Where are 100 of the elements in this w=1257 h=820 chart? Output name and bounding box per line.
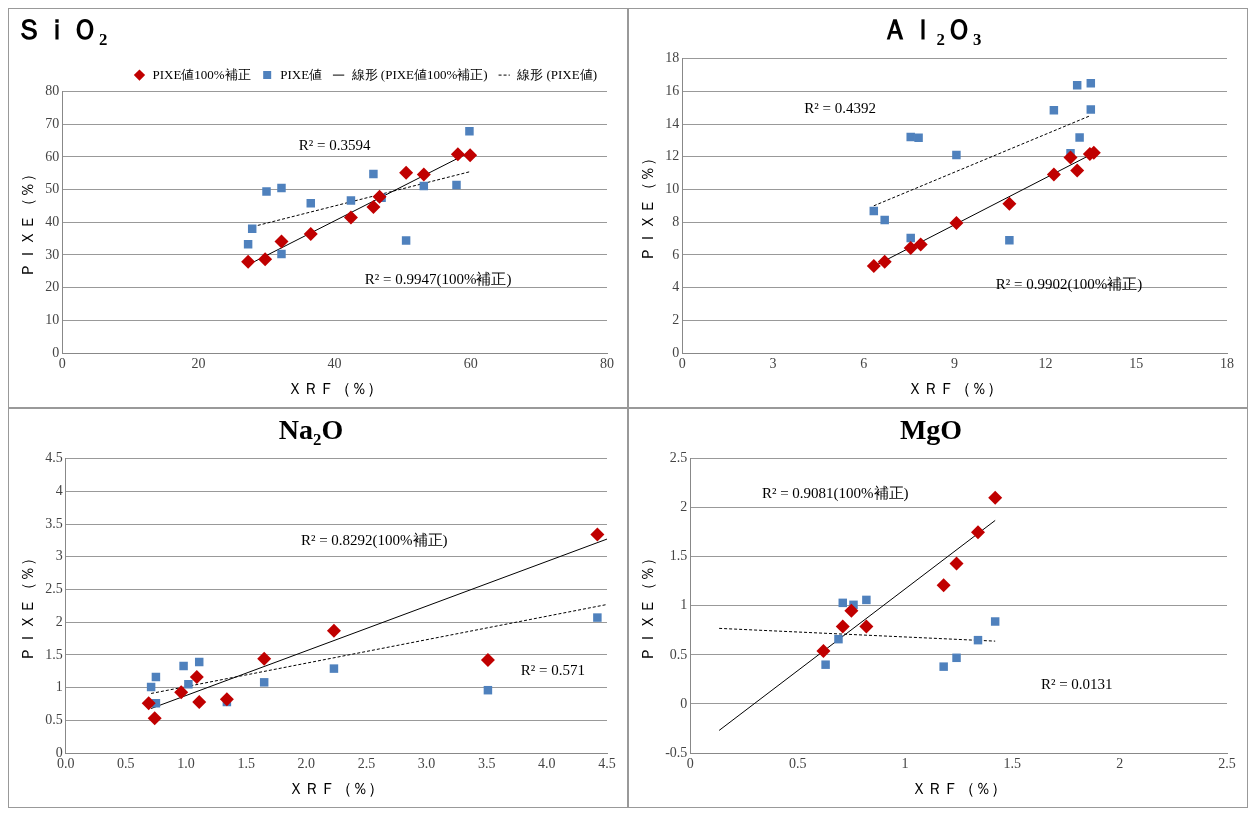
y-tick-label: 2.5 xyxy=(45,581,63,597)
y-tick-label: 1.5 xyxy=(669,548,688,564)
y-tick-label: 3.5 xyxy=(45,515,63,531)
x-tick-label: 0.0 xyxy=(56,756,75,772)
x-tick-label: 1.5 xyxy=(237,756,255,772)
point xyxy=(1070,163,1085,178)
x-tick-label: 15 xyxy=(1129,356,1144,372)
point xyxy=(306,199,316,208)
y-tick-label: 14 xyxy=(665,115,680,131)
point xyxy=(1075,133,1084,142)
point xyxy=(259,678,269,687)
point xyxy=(903,241,918,255)
x-tick-label: 18 xyxy=(1220,356,1234,372)
point xyxy=(258,252,273,267)
x-tick-label: 12 xyxy=(1038,356,1053,372)
y-tick-label: 18 xyxy=(665,50,680,66)
point xyxy=(1072,81,1082,90)
x-tick-label: 6 xyxy=(860,356,868,372)
y-tick-label: 2 xyxy=(672,311,680,327)
chart-title: Na₂O xyxy=(278,414,344,446)
y-tick-label: 8 xyxy=(672,213,680,229)
point xyxy=(274,234,289,249)
point xyxy=(343,210,358,225)
point xyxy=(971,525,985,540)
x-tick-label: 1.0 xyxy=(177,756,195,772)
x-tick-label: 80 xyxy=(600,356,614,372)
point xyxy=(399,165,414,180)
point xyxy=(949,215,964,230)
point xyxy=(141,696,156,711)
y-tick-label: 4.5 xyxy=(45,450,63,466)
point xyxy=(463,148,478,163)
point xyxy=(952,653,961,663)
x-tick-label: 2.5 xyxy=(1218,756,1236,772)
x-tick-label: 2.0 xyxy=(297,756,316,772)
point xyxy=(906,233,915,243)
y-tick-label: 4 xyxy=(672,279,680,295)
y-tick-label: 6 xyxy=(672,246,680,262)
y-tick-label: 20 xyxy=(45,279,60,295)
point xyxy=(372,189,387,204)
point xyxy=(936,578,951,593)
point xyxy=(369,169,378,179)
y-tick-label: 2.5 xyxy=(669,450,688,466)
y-tick-label: 2 xyxy=(55,613,63,629)
x-tick-label: 4.0 xyxy=(538,756,556,772)
point xyxy=(590,527,605,542)
legend-label: PIXE値 xyxy=(280,66,323,82)
point xyxy=(952,150,961,160)
point xyxy=(821,660,830,669)
legend-label: 線形 (PIXE値) xyxy=(516,66,597,82)
y-tick-label: 40 xyxy=(45,213,60,229)
y-tick-label: 50 xyxy=(45,181,60,197)
chart-title: ＳｉＯ₂ xyxy=(15,14,108,46)
y-tick-label: 16 xyxy=(665,82,680,98)
point xyxy=(1086,105,1096,114)
y-tick-label: 10 xyxy=(665,181,680,197)
annotation: R² = 0.4392 xyxy=(804,99,877,116)
y-axis-title: ＰＩＸＥ（％） xyxy=(18,166,36,279)
annotation: R² = 0.9081(100%補正) xyxy=(761,484,909,502)
point xyxy=(1063,150,1078,165)
point xyxy=(189,670,204,685)
point xyxy=(1046,167,1061,182)
point xyxy=(990,617,1000,626)
y-tick-label: 1 xyxy=(55,679,63,695)
y-tick-label: 4 xyxy=(55,482,63,498)
point xyxy=(452,180,461,190)
point xyxy=(277,183,286,193)
point xyxy=(988,490,1003,505)
x-tick-label: 0.5 xyxy=(788,756,807,772)
annotation: R² = 0.0131 xyxy=(1040,676,1113,693)
point xyxy=(277,249,286,259)
x-tick-label: 3 xyxy=(769,356,777,372)
annotation: R² = 0.9902(100%補正) xyxy=(995,276,1143,294)
legend-label: PIXE値100%補正 xyxy=(152,66,251,82)
x-tick-label: 4.5 xyxy=(598,756,616,772)
y-tick-label: 70 xyxy=(45,115,60,131)
x-tick-label: 20 xyxy=(191,356,206,372)
annotation: R² = 0.8292(100%補正) xyxy=(300,531,448,549)
chart-title: MgO xyxy=(899,414,963,446)
point xyxy=(303,227,318,242)
point xyxy=(179,661,188,671)
y-axis-title: ＰＩＸＥ（％） xyxy=(638,549,656,662)
y-tick-label: 0 xyxy=(680,695,688,711)
x-tick-label: 2.5 xyxy=(357,756,376,772)
y-axis-title: ＰＩＸＥ（％） xyxy=(18,549,36,662)
point xyxy=(326,623,341,638)
point xyxy=(593,613,602,622)
point xyxy=(1002,196,1017,211)
point xyxy=(816,643,831,658)
point xyxy=(862,595,871,605)
annotation: R² = 0.3594 xyxy=(298,137,371,154)
point xyxy=(465,126,474,136)
annotation: R² = 0.9947(100%補正) xyxy=(364,270,512,288)
y-tick-label: -0.5 xyxy=(665,744,688,760)
point xyxy=(416,167,431,182)
point xyxy=(880,215,889,225)
x-tick-label: 2 xyxy=(1116,756,1124,772)
y-tick-label: 30 xyxy=(45,246,60,262)
x-tick-label: 60 xyxy=(463,356,478,372)
y-axis-title: ＰＩＸＥ（％） xyxy=(638,149,656,262)
point xyxy=(1005,236,1014,245)
